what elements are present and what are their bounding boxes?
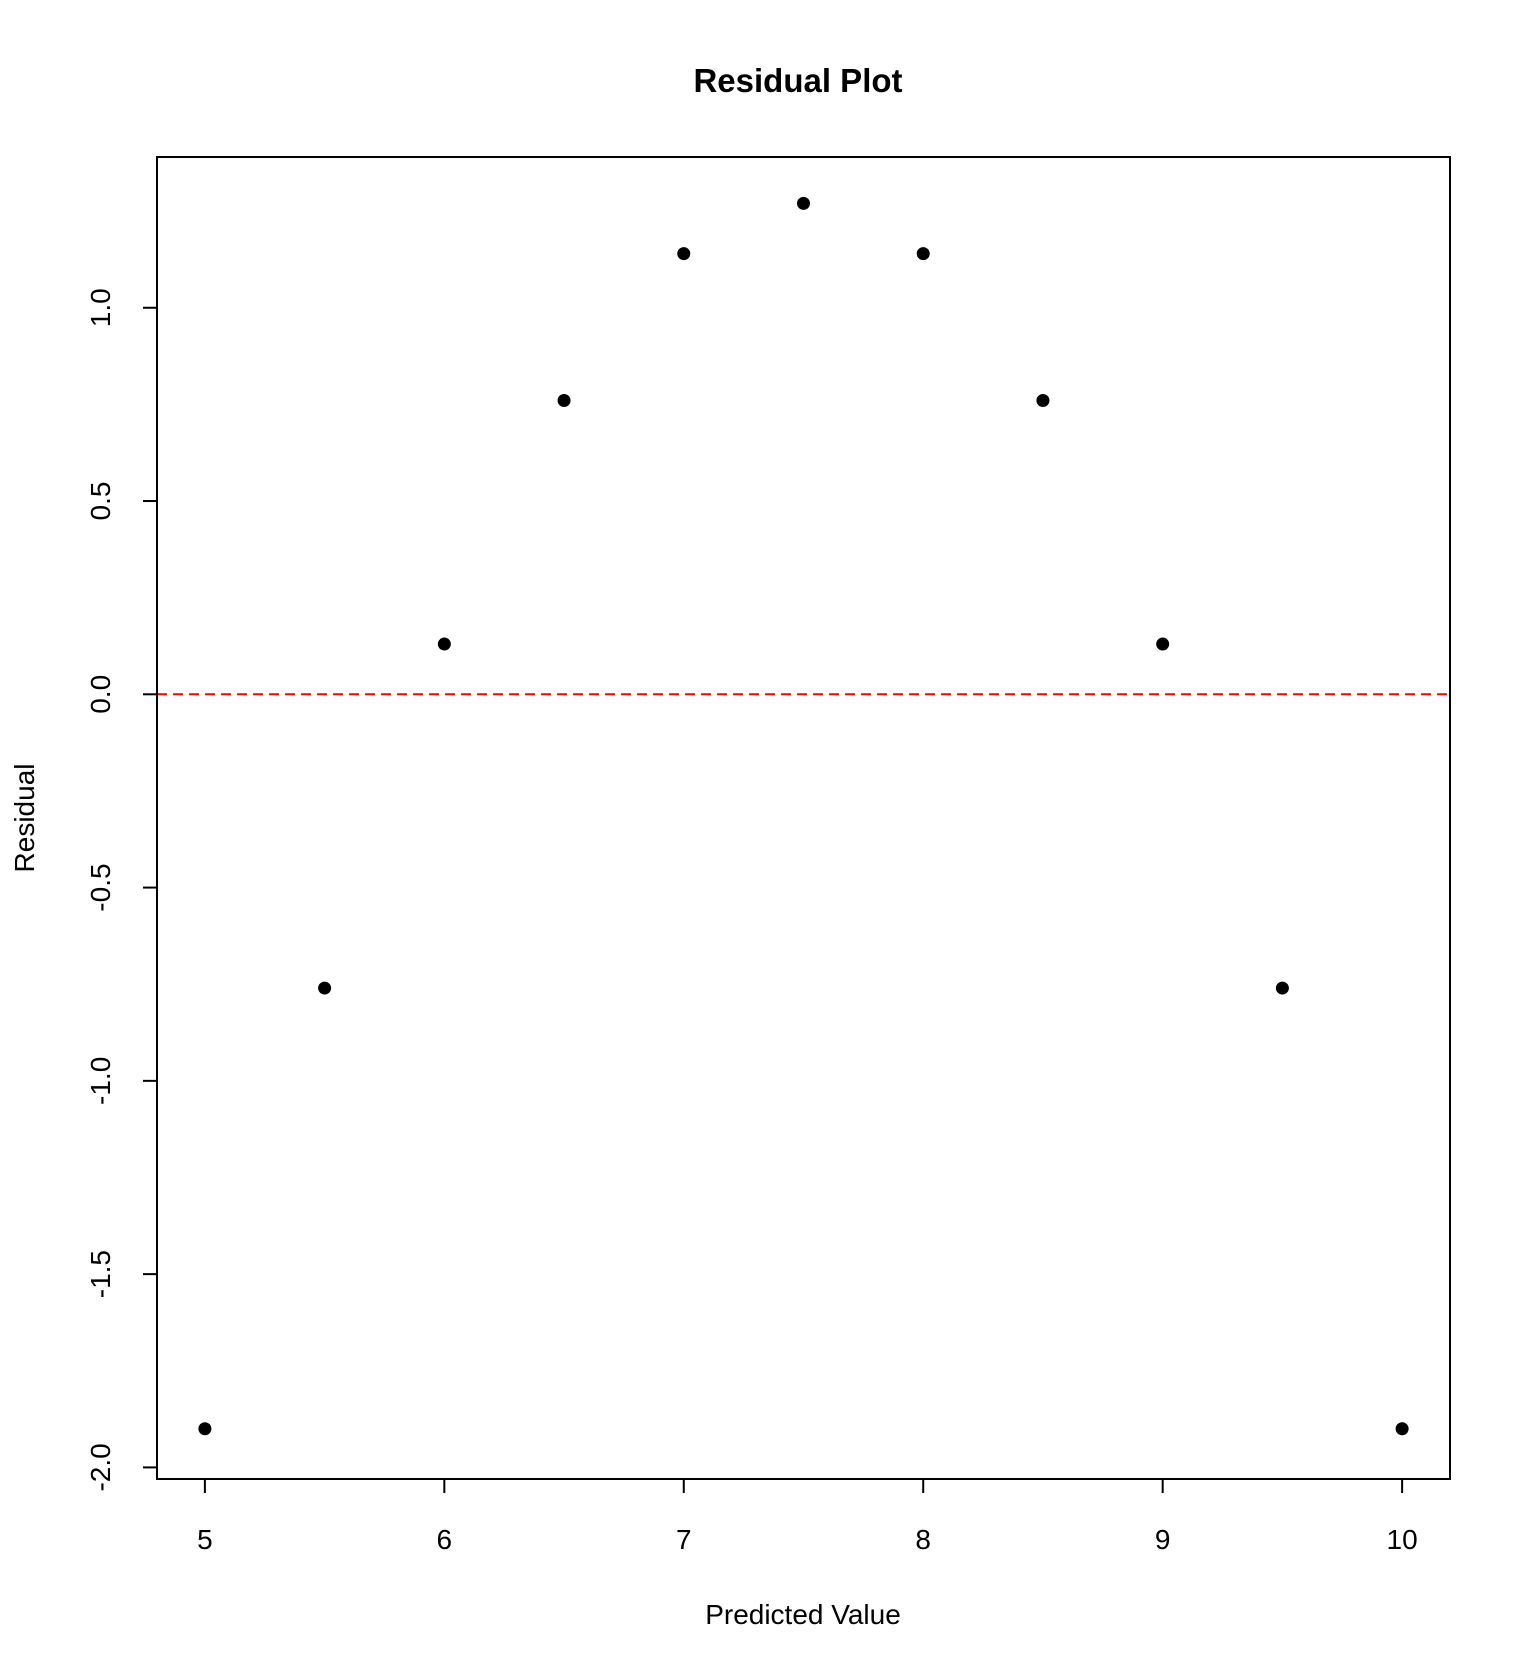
y-tick-label-1: -1.5 (85, 1250, 116, 1298)
y-tick-label-6: 1.0 (85, 288, 116, 327)
data-point-0 (198, 1422, 212, 1436)
data-point-1 (318, 981, 332, 995)
x-axis-label: Predicted Value (705, 1599, 901, 1630)
x-tick-label-5: 10 (1387, 1524, 1418, 1555)
data-point-10 (1395, 1422, 1409, 1436)
y-tick-label-4: 0.0 (85, 675, 116, 714)
points-layer (198, 196, 1409, 1436)
y-axis-label: Residual (9, 764, 40, 873)
data-point-6 (916, 247, 930, 261)
data-point-2 (437, 637, 451, 651)
y-tick-label-0: -2.0 (85, 1443, 116, 1491)
x-tick-label-0: 5 (197, 1524, 213, 1555)
x-tick-label-2: 7 (676, 1524, 692, 1555)
data-point-8 (1156, 637, 1170, 651)
data-point-7 (1036, 394, 1050, 408)
x-tick-label-3: 8 (915, 1524, 931, 1555)
x-axis: 5 6 7 8 9 10 (197, 1478, 1418, 1555)
x-tick-label-1: 6 (437, 1524, 453, 1555)
y-axis: -2.0 -1.5 -1.0 -0.5 0.0 0.5 1.0 (85, 288, 158, 1492)
y-tick-label-3: -0.5 (85, 863, 116, 911)
plot-frame (156, 156, 1451, 1480)
data-point-3 (557, 394, 571, 408)
chart-title: Residual Plot (693, 62, 902, 99)
data-point-4 (677, 247, 691, 261)
y-tick-label-2: -1.0 (85, 1057, 116, 1105)
y-tick-label-5: 0.5 (85, 482, 116, 521)
x-tick-label-4: 9 (1155, 1524, 1171, 1555)
data-point-9 (1275, 981, 1289, 995)
data-point-5 (797, 196, 810, 210)
